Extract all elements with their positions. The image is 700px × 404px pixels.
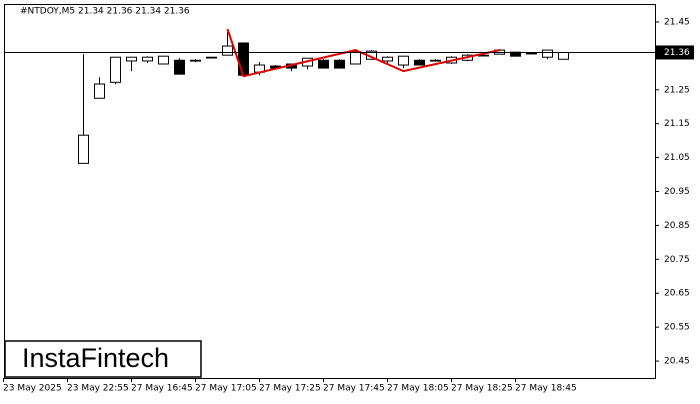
y-tick-label: 20.85 bbox=[664, 221, 690, 231]
y-tick-label: 20.55 bbox=[664, 323, 690, 333]
x-tick-label: 27 May 16:45 bbox=[131, 384, 193, 394]
watermark: InstaFintech bbox=[22, 343, 169, 373]
candle-body bbox=[78, 134, 89, 164]
candle-body bbox=[110, 56, 121, 83]
candle-body bbox=[318, 59, 329, 69]
x-tick-label: 23 May 22:55 bbox=[67, 384, 129, 394]
x-tick-label: 27 May 18:05 bbox=[387, 384, 449, 394]
candle-body bbox=[126, 56, 137, 62]
y-tick-label: 20.95 bbox=[664, 187, 690, 197]
candle-body bbox=[382, 56, 393, 62]
candle-body bbox=[174, 59, 185, 75]
pattern-line bbox=[226, 28, 500, 78]
x-tick-label: 23 May 2025 bbox=[3, 384, 62, 394]
candle-body bbox=[526, 52, 537, 55]
candle-body bbox=[142, 56, 153, 62]
y-tick-label: 20.45 bbox=[664, 357, 690, 367]
y-tick-label: 21.25 bbox=[664, 85, 690, 95]
plot-frame bbox=[4, 4, 656, 379]
y-tick-label: 21.05 bbox=[664, 153, 690, 163]
candle-body bbox=[398, 55, 409, 66]
candle-body bbox=[190, 59, 201, 62]
candle-body bbox=[238, 42, 249, 76]
current-price-label: 21.36 bbox=[664, 48, 690, 58]
candle-body bbox=[94, 83, 105, 99]
x-tick-label: 27 May 18:25 bbox=[451, 384, 513, 394]
y-tick-label: 20.75 bbox=[664, 255, 690, 265]
current-price-box bbox=[656, 45, 694, 60]
watermark-box bbox=[4, 340, 202, 378]
x-tick-label: 27 May 17:25 bbox=[259, 384, 321, 394]
x-tick-label: 27 May 17:45 bbox=[323, 384, 385, 394]
candle-body bbox=[558, 51, 569, 60]
y-tick-label: 21.15 bbox=[664, 119, 690, 129]
chart-title: #NTDOY,M5 21.34 21.36 21.34 21.36 bbox=[20, 7, 190, 17]
candle-body bbox=[158, 55, 169, 65]
candle-body bbox=[222, 45, 233, 56]
y-tick-label: 21.45 bbox=[664, 17, 690, 27]
candle-body bbox=[350, 51, 361, 65]
x-tick-label: 27 May 18:45 bbox=[515, 384, 577, 394]
candle-body bbox=[206, 56, 217, 59]
candle-body bbox=[542, 49, 553, 58]
x-tick-label: 27 May 17:05 bbox=[195, 384, 257, 394]
candle-body bbox=[414, 59, 425, 66]
y-tick-label: 20.65 bbox=[664, 289, 690, 299]
candle-body bbox=[334, 59, 345, 69]
candle-body bbox=[430, 59, 441, 62]
